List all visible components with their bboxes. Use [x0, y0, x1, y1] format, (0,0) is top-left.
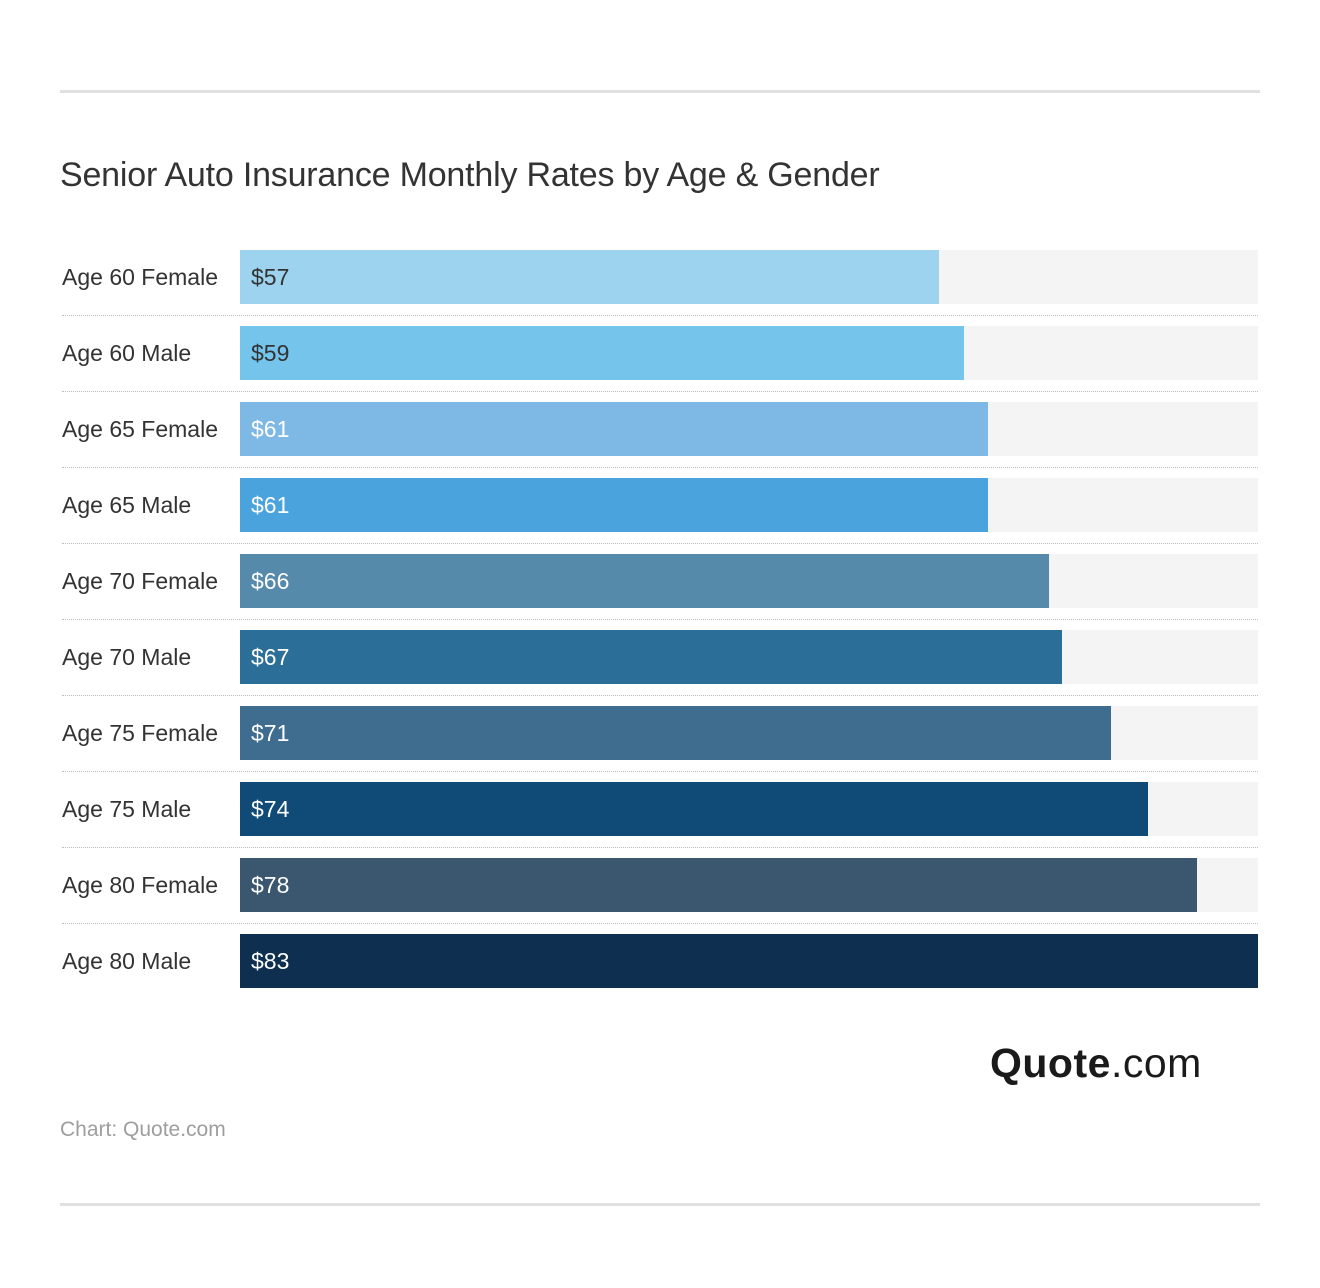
bar-chart: Age 60 Female $57 Age 60 Male $59 Age 65 Fem…: [60, 250, 1258, 1010]
bar-row: Age 65 Female $61: [60, 402, 1258, 478]
bar-row: Age 60 Female $57: [60, 250, 1258, 326]
category-label: Age 80 Female: [62, 872, 218, 898]
bar-row: Age 75 Female $71: [60, 706, 1258, 782]
category-label: Age 65 Male: [62, 492, 192, 518]
value-label: $61: [251, 492, 290, 518]
value-label: $83: [251, 948, 290, 974]
chart-source: Chart: Quote.com: [60, 1118, 226, 1141]
category-label: Age 60 Male: [62, 340, 192, 366]
bottom-divider: [60, 1203, 1260, 1206]
bar: $74: [240, 782, 1148, 836]
bar: $57: [240, 250, 939, 304]
bar-track: $59: [240, 326, 1258, 380]
row-separator: [62, 619, 1258, 620]
bar-row: Age 70 Male $67: [60, 630, 1258, 706]
row-separator: [62, 467, 1258, 468]
bar-track: $71: [240, 706, 1258, 760]
bar-track: $67: [240, 630, 1258, 684]
bar-row: Age 80 Male $83: [60, 934, 1258, 1010]
category-label: Age 80 Male: [62, 948, 192, 974]
bar-row: Age 65 Male $61: [60, 478, 1258, 554]
value-label: $78: [251, 872, 290, 898]
logo-name: Quote: [990, 1040, 1111, 1086]
bar-row: Age 80 Female $78: [60, 858, 1258, 934]
bar-track: $83: [240, 934, 1258, 988]
row-separator: [62, 315, 1258, 316]
bar: $61: [240, 478, 988, 532]
value-label: $57: [251, 264, 290, 290]
bar-track: $78: [240, 858, 1258, 912]
category-label: Age 70 Female: [62, 568, 218, 594]
bar: $78: [240, 858, 1197, 912]
bar-row: Age 60 Male $59: [60, 326, 1258, 402]
bar: $59: [240, 326, 964, 380]
quote-logo: Quote.com: [990, 1040, 1202, 1087]
bar-track: $74: [240, 782, 1258, 836]
value-label: $59: [251, 340, 290, 366]
bar-track: $61: [240, 478, 1258, 532]
category-label: Age 65 Female: [62, 416, 218, 442]
row-separator: [62, 391, 1258, 392]
value-label: $74: [251, 796, 290, 822]
top-divider: [60, 90, 1260, 93]
bar: $71: [240, 706, 1111, 760]
value-label: $61: [251, 416, 290, 442]
logo-suffix: .com: [1110, 1040, 1202, 1086]
chart-title: Senior Auto Insurance Monthly Rates by A…: [60, 156, 880, 194]
category-label: Age 60 Female: [62, 264, 218, 290]
row-separator: [62, 543, 1258, 544]
row-separator: [62, 771, 1258, 772]
category-label: Age 70 Male: [62, 644, 192, 670]
value-label: $71: [251, 720, 290, 746]
bar-track: $57: [240, 250, 1258, 304]
bar: $67: [240, 630, 1062, 684]
category-label: Age 75 Female: [62, 720, 218, 746]
bar: $83: [240, 934, 1258, 988]
row-separator: [62, 695, 1258, 696]
bar-row: Age 75 Male $74: [60, 782, 1258, 858]
bar-track: $66: [240, 554, 1258, 608]
bar: $61: [240, 402, 988, 456]
row-separator: [62, 847, 1258, 848]
bar-row: Age 70 Female $66: [60, 554, 1258, 630]
value-label: $66: [251, 568, 290, 594]
bar: $66: [240, 554, 1049, 608]
row-separator: [62, 923, 1258, 924]
value-label: $67: [251, 644, 290, 670]
bar-track: $61: [240, 402, 1258, 456]
category-label: Age 75 Male: [62, 796, 192, 822]
